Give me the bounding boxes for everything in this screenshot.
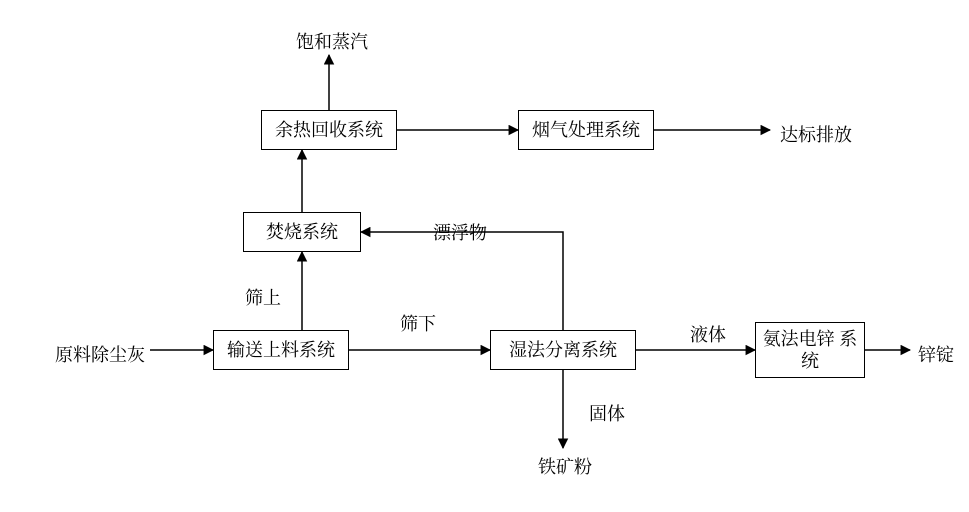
node-conveying: 输送上料系统 — [213, 330, 349, 370]
node-label: 输送上料系统 — [227, 339, 335, 361]
label-oversize: 筛上 — [245, 284, 281, 310]
node-label: 湿法分离系统 — [509, 339, 617, 361]
label-raw-dust: 原料除尘灰 — [55, 341, 145, 367]
node-label: 焚烧系统 — [266, 221, 338, 243]
flowchart-canvas: 余热回收系统 烟气处理系统 焚烧系统 输送上料系统 湿法分离系统 氨法电锌 系统… — [0, 0, 969, 512]
edge-wetsep_to_incin — [361, 232, 563, 330]
node-ammonia-zinc: 氨法电锌 系统 — [755, 322, 865, 378]
node-incineration: 焚烧系统 — [243, 212, 361, 252]
node-label: 烟气处理系统 — [532, 119, 640, 141]
node-heat-recovery: 余热回收系统 — [261, 110, 397, 150]
node-wet-separation: 湿法分离系统 — [490, 330, 636, 370]
label-zinc-ingot: 锌锭 — [918, 341, 954, 367]
label-saturated-steam: 饱和蒸汽 — [296, 28, 368, 54]
node-label: 余热回收系统 — [275, 119, 383, 141]
node-flue-gas: 烟气处理系统 — [518, 110, 654, 150]
label-liquid: 液体 — [690, 321, 726, 347]
label-iron-ore: 铁矿粉 — [538, 453, 592, 479]
label-emission: 达标排放 — [780, 121, 852, 147]
label-solid: 固体 — [589, 400, 625, 426]
edges-layer — [0, 0, 969, 512]
label-undersize: 筛下 — [400, 310, 436, 336]
label-floaters: 漂浮物 — [433, 219, 487, 245]
node-label: 氨法电锌 系统 — [760, 328, 860, 371]
